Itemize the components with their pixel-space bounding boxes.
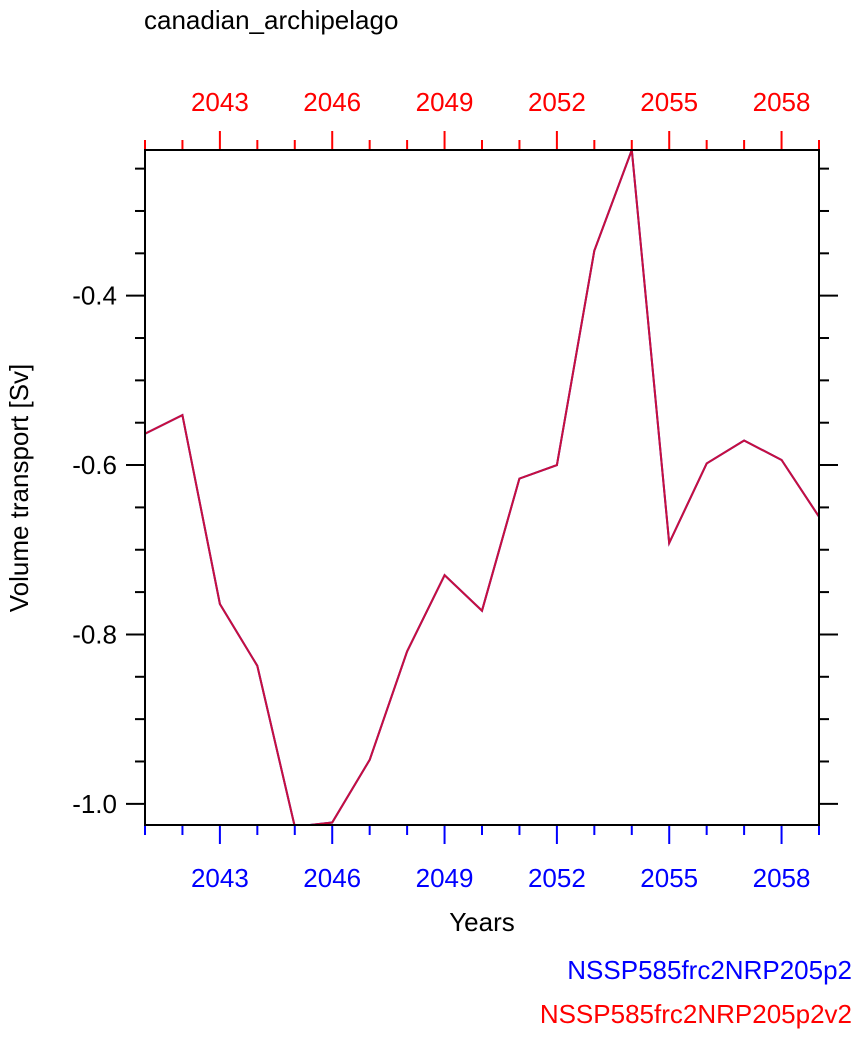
series-line-1	[145, 150, 819, 825]
y-axis-label: Volume transport [Sv]	[4, 364, 34, 613]
x-tick-label-top: 2046	[303, 87, 361, 117]
x-tick-label-top: 2043	[191, 87, 249, 117]
x-tick-label-bottom: 2043	[191, 863, 249, 893]
x-tick-label-bottom: 2055	[640, 863, 698, 893]
y-tick-label: -0.8	[72, 619, 117, 649]
x-tick-label-top: 2055	[640, 87, 698, 117]
x-tick-label-top: 2052	[528, 87, 586, 117]
y-tick-label: -0.4	[72, 281, 117, 311]
series-line-2	[145, 150, 819, 825]
x-tick-label-bottom: 2058	[753, 863, 811, 893]
legend-entry-series-1: NSSP585frc2NRP205p2	[567, 955, 852, 985]
x-tick-label-bottom: 2052	[528, 863, 586, 893]
plot-frame	[144, 149, 820, 826]
series-layer	[145, 150, 819, 825]
y-tick-label: -1.0	[72, 789, 117, 819]
axes-layer: 2043 2043 2046 2046 2049 2049 2052 2052 2055 2055…	[72, 87, 838, 893]
y-tick-label: -0.6	[72, 450, 117, 480]
legend-entry-series-2: NSSP585frc2NRP205p2v2	[540, 999, 852, 1029]
x-tick-label-bottom: 2046	[303, 863, 361, 893]
x-axis-label: Years	[449, 907, 515, 937]
x-tick-label-top: 2058	[753, 87, 811, 117]
x-tick-label-top: 2049	[416, 87, 474, 117]
x-tick-label-bottom: 2049	[416, 863, 474, 893]
chart-title: canadian_archipelago	[144, 5, 398, 35]
